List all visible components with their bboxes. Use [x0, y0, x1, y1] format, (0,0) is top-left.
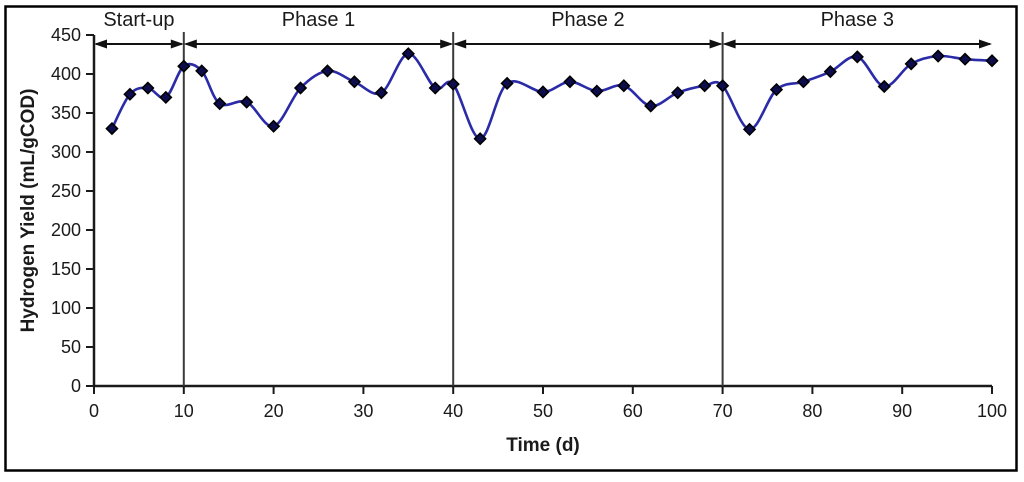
data-point-marker [374, 86, 388, 100]
data-point-marker [698, 79, 712, 93]
data-point-marker [240, 95, 254, 109]
arrowhead-icon [453, 39, 467, 49]
x-tick-label: 70 [713, 401, 733, 421]
phase-label: Phase 3 [821, 9, 894, 31]
arrowhead-icon [170, 39, 184, 49]
arrowhead-icon [183, 39, 197, 49]
data-point-marker [536, 85, 550, 99]
data-point-marker [644, 99, 658, 113]
arrowhead-icon [979, 39, 992, 49]
x-axis-title: Time (d) [506, 435, 580, 456]
data-point-marker [347, 75, 362, 89]
data-point-marker [123, 87, 137, 101]
y-tick-label: 400 [51, 64, 81, 84]
data-point-marker [823, 65, 837, 79]
data-point-marker [850, 50, 864, 64]
data-point-marker [877, 79, 891, 94]
x-tick-label: 30 [353, 401, 373, 421]
data-point-marker [671, 86, 685, 100]
arrowhead-icon [440, 39, 454, 49]
data-point-marker [796, 75, 811, 89]
data-point-marker [105, 121, 119, 136]
data-point-marker [401, 47, 415, 61]
data-point-marker [195, 64, 209, 78]
figure-border [4, 5, 1018, 472]
y-axis-title: Hydrogen Yield (mL/gCOD) [18, 89, 39, 333]
x-tick-label: 0 [89, 401, 99, 421]
phase-label: Start-up [103, 9, 174, 31]
data-point-marker [177, 59, 191, 73]
x-tick-label: 80 [802, 401, 822, 421]
y-tick-label: 0 [71, 376, 81, 396]
data-point-marker [742, 122, 757, 137]
data-point-marker [715, 79, 730, 93]
data-point-marker [563, 75, 577, 89]
y-tick-label: 150 [51, 259, 81, 279]
y-tick-label: 100 [51, 298, 81, 318]
data-point-marker [769, 82, 784, 97]
data-point-marker [293, 81, 308, 95]
y-tick-label: 350 [51, 103, 81, 123]
x-tick-label: 100 [977, 401, 1007, 421]
arrowhead-icon [722, 39, 736, 49]
data-series-line [110, 52, 994, 141]
phase-label: Phase 1 [282, 9, 355, 31]
x-tick-label: 90 [892, 401, 912, 421]
y-tick-label: 250 [51, 181, 81, 201]
data-point-marker [320, 64, 335, 78]
data-point-marker [141, 81, 155, 95]
y-tick-label: 200 [51, 220, 81, 240]
data-point-marker [617, 79, 631, 93]
data-point-marker [446, 77, 460, 91]
y-tick-label: 450 [51, 25, 81, 45]
arrowhead-icon [94, 39, 107, 49]
y-tick-label: 50 [61, 337, 81, 357]
data-point-marker [904, 57, 918, 71]
data-point-marker [266, 119, 281, 133]
phase-label: Phase 2 [551, 9, 624, 31]
data-point-marker [931, 49, 945, 63]
data-point-marker [159, 90, 173, 105]
data-point-marker [590, 84, 604, 98]
data-point-marker [985, 54, 999, 68]
data-point-marker [473, 132, 487, 146]
data-point-marker [500, 76, 514, 90]
x-tick-label: 10 [174, 401, 194, 421]
data-point-marker [213, 97, 227, 111]
x-tick-label: 50 [533, 401, 553, 421]
data-point-marker [428, 81, 442, 95]
data-point-marker [958, 52, 972, 66]
x-tick-label: 40 [443, 401, 463, 421]
x-tick-label: 60 [623, 401, 643, 421]
y-tick-label: 300 [51, 142, 81, 162]
x-tick-label: 20 [264, 401, 284, 421]
arrowhead-icon [709, 39, 723, 49]
